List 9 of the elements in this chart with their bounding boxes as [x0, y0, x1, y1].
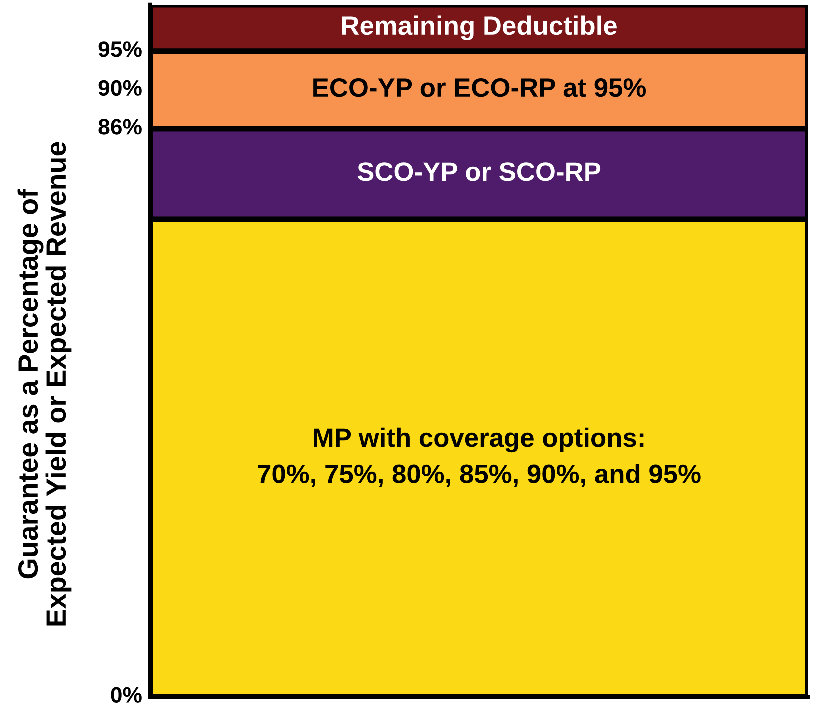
series-label: SCO-YP or SCO-RP: [358, 162, 601, 182]
series-label: MP with coverage options: 70%, 75%, 80%, 85%, 90%, and 95%: [258, 428, 701, 488]
series-label: ECO-YP or ECO-RP at 95%: [314, 78, 646, 98]
text: 95%: [98, 42, 142, 58]
text: 90%: [98, 80, 142, 96]
text: 86%: [98, 119, 142, 135]
series-label: Remaining Deductible: [342, 16, 617, 41]
text: 0%: [111, 687, 142, 704]
y-axis-title: Guarantee as a Percentage of Expected Yield or Expected Revenue: [18, 142, 72, 626]
